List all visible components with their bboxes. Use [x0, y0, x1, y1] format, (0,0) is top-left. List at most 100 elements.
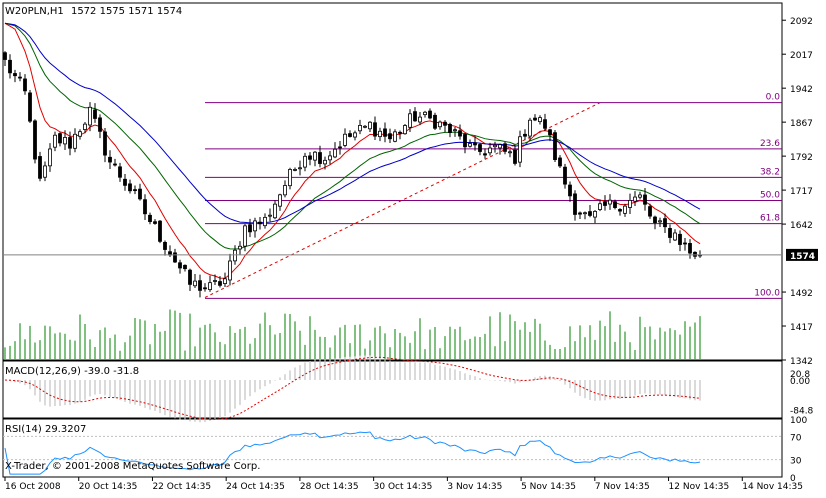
macd-panel: [2, 360, 783, 419]
candle-body: [83, 123, 87, 130]
candle-body: [328, 155, 332, 161]
x-tick-label: 28 Oct 14:35: [300, 482, 359, 492]
candle-body: [338, 146, 342, 149]
candle-body: [198, 280, 202, 291]
candle-body: [223, 278, 227, 285]
candle-body: [503, 143, 507, 152]
candle-body: [638, 194, 642, 198]
candle-body: [78, 131, 82, 137]
candle-body: [98, 117, 102, 132]
candle-body: [293, 169, 297, 171]
rsi-tick-label: 30: [790, 457, 802, 467]
candle-body: [253, 220, 257, 232]
candle-body: [533, 117, 537, 121]
rsi-panel: [2, 418, 783, 478]
candle-body: [108, 156, 112, 163]
candle-body: [628, 199, 632, 208]
candle-body: [513, 149, 517, 164]
candle-body: [418, 116, 422, 123]
candle-body: [188, 269, 192, 285]
candle-body: [163, 241, 167, 250]
fib-level-label: 50.0: [760, 191, 780, 201]
current-price-box: [786, 248, 818, 261]
x-tick-label: 7 Nov 14:35: [595, 482, 650, 492]
candle-body: [623, 205, 627, 214]
candle-body: [483, 153, 487, 156]
candle-body: [28, 92, 32, 122]
candle-body: [548, 129, 552, 136]
candle-body: [248, 224, 252, 233]
candle-body: [568, 184, 572, 197]
candle-body: [63, 137, 67, 145]
candle-body: [473, 142, 477, 146]
candle-body: [268, 214, 272, 217]
candle-body: [303, 155, 307, 168]
candle-body: [663, 218, 667, 228]
candle-body: [73, 133, 77, 149]
candle-body: [428, 110, 432, 119]
candle-body: [408, 113, 412, 128]
x-tick-label: 12 Nov 14:35: [669, 482, 730, 492]
candle-body: [643, 194, 647, 205]
candle-body: [158, 220, 162, 242]
x-tick-label: 20 Oct 14:35: [79, 482, 138, 492]
y-tick-label: 1492: [790, 289, 813, 299]
candle-body: [283, 185, 287, 196]
candle-body: [173, 252, 177, 263]
candle-body: [443, 121, 447, 126]
macd-tick-label: 0.00: [790, 377, 810, 387]
candle-body: [48, 148, 52, 167]
candle-body: [673, 232, 677, 241]
x-tick-label: 24 Oct 14:35: [226, 482, 285, 492]
x-tick-label: 14 Nov 14:35: [742, 482, 803, 492]
candle-body: [553, 132, 557, 161]
candle-body: [228, 260, 232, 281]
candle-body: [288, 169, 292, 187]
ma-mid-line: [4, 22, 701, 250]
macd-tick-label: 20.8: [790, 370, 810, 380]
candle-body: [613, 201, 617, 208]
candle-body: [53, 134, 57, 148]
candle-body: [538, 117, 542, 123]
candle-body: [238, 245, 242, 250]
candle-body: [688, 243, 692, 254]
candle-body: [658, 220, 662, 223]
candle-body: [8, 59, 12, 74]
candle-body: [333, 148, 337, 158]
candle-body: [693, 251, 697, 257]
candle-body: [243, 225, 247, 247]
candle-body: [393, 131, 397, 142]
candle-body: [518, 136, 522, 163]
candle-body: [388, 133, 392, 140]
candle-body: [123, 178, 127, 186]
candle-body: [193, 280, 197, 287]
copyright-label: X-Trader, © 2001-2008 MetaQuotes Softwar…: [5, 461, 260, 472]
y-tick-label: 1642: [790, 221, 813, 231]
candle-body: [668, 228, 672, 238]
candle-body: [423, 111, 427, 116]
candle-body: [583, 212, 587, 215]
candle-body: [138, 188, 142, 200]
macd-signal-line: [4, 356, 701, 420]
candle-body: [58, 133, 62, 144]
candle-body: [258, 221, 262, 225]
y-tick-label: 1867: [790, 119, 813, 129]
candle-body: [13, 73, 17, 77]
rsi-title: RSI(14) 29.3207: [5, 424, 86, 435]
rsi-line: [4, 431, 701, 475]
candle-body: [468, 143, 472, 147]
candle-body: [508, 151, 512, 154]
candle-body: [488, 147, 492, 154]
candle-body: [358, 124, 362, 132]
candle-body: [563, 166, 567, 185]
macd-title: MACD(12,26,9) -39.0 -31.8: [5, 366, 139, 377]
candle-body: [23, 78, 27, 92]
candle-body: [433, 114, 437, 129]
candle-body: [438, 121, 442, 128]
candle-body: [598, 203, 602, 211]
candle-body: [493, 144, 497, 148]
x-tick-label: 30 Oct 14:35: [374, 482, 433, 492]
candle-body: [103, 131, 107, 156]
